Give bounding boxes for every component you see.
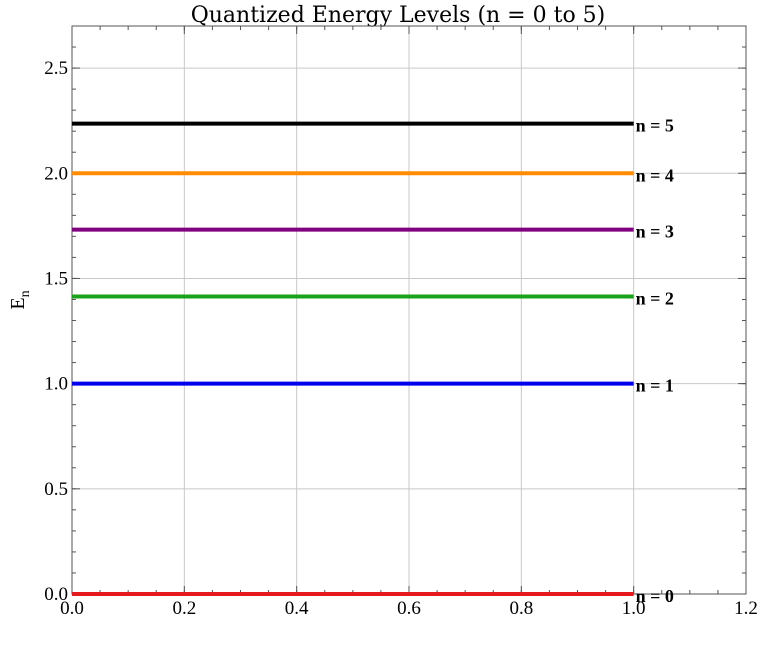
- x-tick-label: 1.2: [734, 598, 758, 619]
- energy-level-label-n4: n = 4: [636, 165, 674, 185]
- energy-level-label-n5: n = 5: [636, 116, 674, 136]
- y-axis-tick-labels: 0.0 0.5 1.0 1.5 2.0 2.5: [44, 58, 68, 605]
- grid: [71, 26, 747, 595]
- energy-level-labels: n = 0 n = 1 n = 2 n = 3 n = 4 n = 5: [636, 116, 674, 606]
- energy-level-lines: [72, 121, 634, 596]
- x-tick-label: 0.0: [60, 598, 84, 619]
- y-tick-label: 2.5: [44, 58, 68, 79]
- x-axis-tick-labels: 0.0 0.2 0.4 0.6 0.8 1.0 1.2: [60, 598, 758, 619]
- energy-level-label-n3: n = 3: [636, 222, 674, 242]
- energy-level-label-n2: n = 2: [636, 289, 674, 309]
- chart-title: Quantized Energy Levels (n = 0 to 5): [191, 3, 606, 28]
- y-axis-label-subscript: n: [18, 290, 33, 297]
- x-tick-label: 0.6: [397, 598, 421, 619]
- y-tick-label: 1.5: [44, 268, 68, 289]
- x-tick-label: 1.0: [622, 598, 646, 619]
- y-tick-label: 2.0: [44, 163, 68, 184]
- x-tick-label: 0.2: [172, 598, 196, 619]
- y-tick-label: 1.0: [44, 374, 68, 395]
- y-tick-label: 0.0: [44, 584, 68, 605]
- y-axis-label-main: E: [7, 297, 29, 309]
- y-axis-label: En: [7, 290, 33, 309]
- energy-level-label-n1: n = 1: [636, 376, 674, 396]
- y-tick-label: 0.5: [44, 479, 68, 500]
- x-tick-label: 0.8: [509, 598, 533, 619]
- x-tick-label: 0.4: [285, 598, 309, 619]
- energy-level-label-n0: n = 0: [636, 586, 674, 606]
